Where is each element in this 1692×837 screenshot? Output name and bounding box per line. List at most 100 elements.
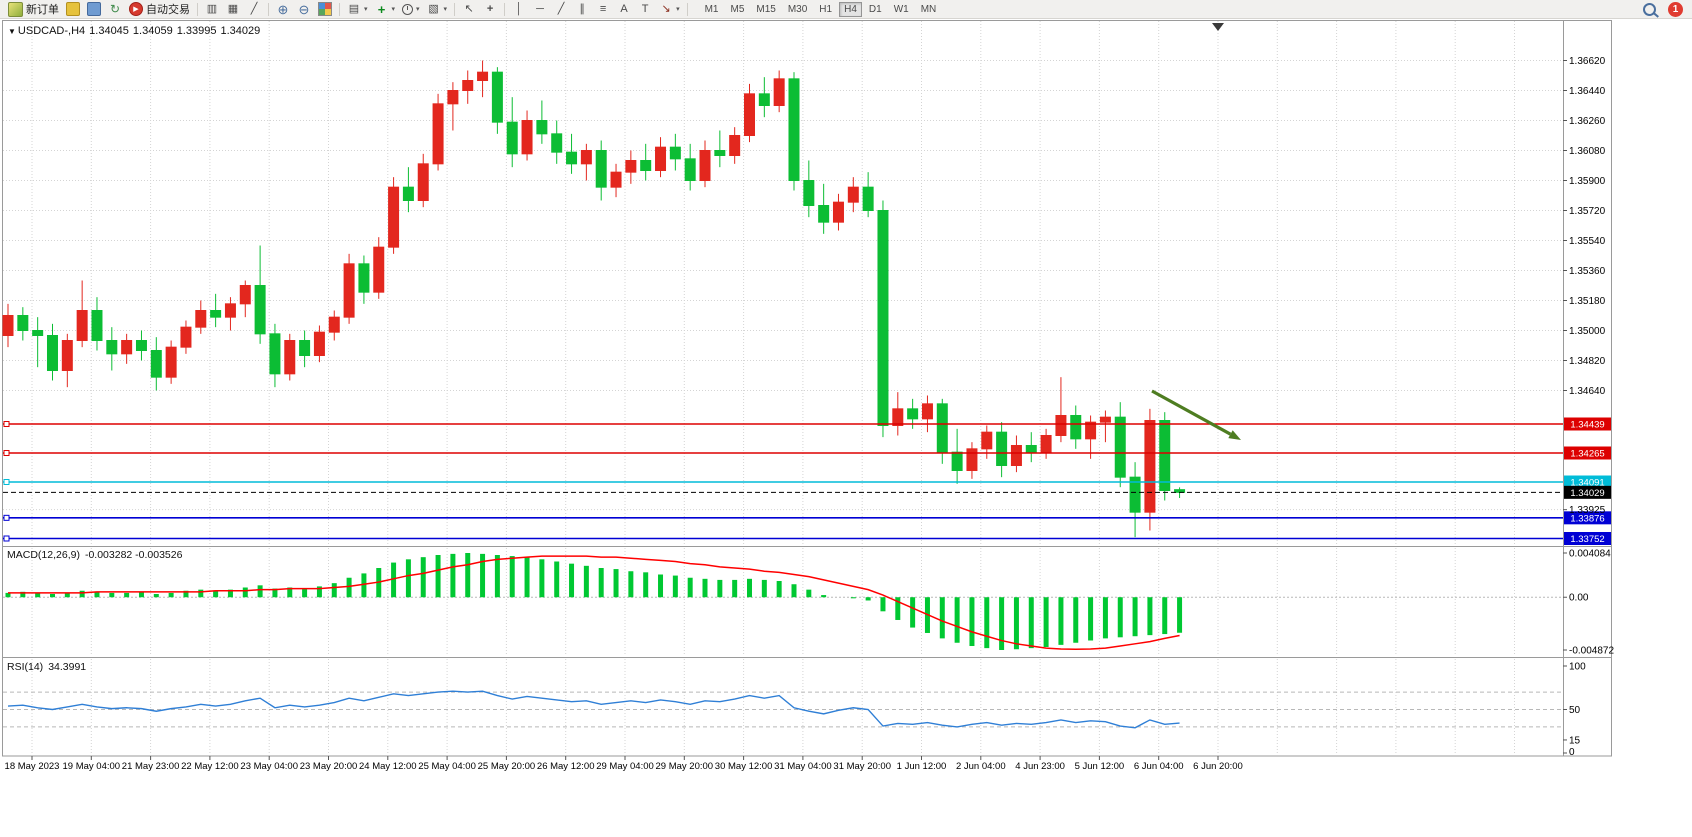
candle (61, 340, 73, 371)
macd-panel: 0.004084 0.00 -0.004872 (3, 549, 1614, 657)
label-tool-button[interactable]: T (635, 1, 655, 18)
search-icon[interactable] (1643, 2, 1656, 16)
svg-text:1.34265: 1.34265 (1570, 449, 1604, 460)
notification-badge[interactable]: 1 (1668, 1, 1683, 17)
trend-arrow-annotation[interactable] (1151, 389, 1241, 440)
candle (1070, 415, 1082, 440)
candle (284, 340, 296, 375)
candle (269, 333, 281, 375)
svg-text:1.36260: 1.36260 (1569, 116, 1606, 127)
hline-handle[interactable] (3, 421, 10, 427)
label-tool-icon: T (641, 2, 649, 15)
chart-profiles-button[interactable] (63, 1, 83, 18)
cursor-icon: ↖ (464, 2, 474, 15)
timeframe-w1-button[interactable]: W1 (889, 2, 914, 17)
vertical-line-button[interactable]: │ (509, 1, 529, 18)
candle (1040, 435, 1052, 453)
hline-handle[interactable] (3, 479, 10, 485)
new-order-button[interactable]: 新订单 (5, 1, 62, 18)
timeframe-m1-button[interactable]: M1 (700, 2, 724, 17)
svg-text:50: 50 (1569, 705, 1581, 716)
timeframe-m15-button[interactable]: M15 (751, 2, 780, 17)
fibonacci-icon: ≡ (599, 2, 607, 15)
timeframe-h1-button[interactable]: H1 (814, 2, 837, 17)
hline-handle[interactable] (3, 535, 10, 542)
svg-text:100: 100 (1569, 662, 1586, 673)
candle (669, 146, 681, 160)
horizontal-line-button[interactable]: ─ (530, 1, 550, 18)
candle (447, 90, 459, 105)
svg-text:1.34640: 1.34640 (1569, 386, 1606, 397)
candle (343, 263, 355, 318)
svg-text:0: 0 (1569, 747, 1575, 758)
tile-windows-button[interactable] (315, 1, 335, 18)
zoom-in-button[interactable]: ⊕ (273, 1, 293, 18)
arrows-tool-icon: ↘ (661, 2, 671, 15)
horizontal-line-icon: ─ (536, 2, 544, 15)
refresh-button[interactable]: ↻ (105, 1, 125, 18)
candle (254, 285, 266, 335)
chart-shift-marker[interactable] (1212, 23, 1224, 31)
macd-signal-line (8, 555, 1180, 650)
clock-icon (402, 3, 414, 15)
toolbar-separator (197, 2, 198, 16)
new-order-label: 新订单 (26, 4, 59, 16)
timeframe-h4-button[interactable]: H4 (839, 1, 862, 17)
candle (521, 120, 533, 155)
arrows-tool-button[interactable]: ↘ ▾ (656, 1, 683, 18)
new-chart-button[interactable]: ▤ ▾ (344, 1, 371, 18)
svg-text:18 May 2023: 18 May 2023 (5, 761, 60, 772)
timeframe-d1-button[interactable]: D1 (864, 2, 887, 17)
channel-button[interactable]: ∥ (572, 1, 592, 18)
cursor-button[interactable]: ↖ (459, 1, 479, 18)
svg-text:1.34439: 1.34439 (1570, 420, 1604, 431)
svg-text:1.35900: 1.35900 (1569, 176, 1606, 187)
timeframe-mn-button[interactable]: MN (916, 2, 942, 17)
svg-text:24 May 12:00: 24 May 12:00 (359, 761, 417, 772)
candle (224, 303, 236, 318)
new-chart-icon: ▤ (348, 2, 360, 15)
timeframe-m5-button[interactable]: M5 (725, 2, 749, 17)
chevron-down-icon: ▾ (416, 6, 420, 13)
autotrading-button[interactable]: ▶ 自动交易 (126, 1, 193, 18)
candle (832, 201, 844, 223)
trendline-button[interactable]: ╱ (551, 1, 571, 18)
svg-text:0.004084: 0.004084 (1569, 549, 1611, 560)
chart-frame (2, 20, 1612, 757)
line-chart-button[interactable]: ╱ (244, 1, 264, 18)
candle (818, 205, 830, 223)
time-axis: 18 May 2023 19 May 04:00 21 May 23:00 22 Ma… (5, 756, 1243, 772)
bar-chart-button[interactable]: ▥ (202, 1, 222, 18)
indicators-button[interactable]: + ▾ (372, 1, 399, 18)
price-axis: 1.36620 1.36440 1.36260 1.36080 1.35900 1.357… (1563, 56, 1606, 516)
market-watch-button[interactable] (84, 1, 104, 18)
candle (1055, 415, 1067, 436)
svg-text:29 May 20:00: 29 May 20:00 (656, 761, 714, 772)
crosshair-button[interactable]: + (480, 1, 500, 18)
templates-button[interactable]: ▧ ▾ (424, 1, 451, 18)
candle (46, 335, 58, 371)
zoom-in-icon: ⊕ (277, 1, 289, 17)
hline-handle[interactable] (3, 450, 10, 456)
autotrading-icon: ▶ (129, 2, 143, 16)
zoom-out-button[interactable]: ⊖ (294, 1, 314, 18)
svg-text:1 Jun 12:00: 1 Jun 12:00 (897, 761, 947, 772)
trend-arrow-shaft (1151, 389, 1232, 436)
text-tool-button[interactable]: A (614, 1, 634, 18)
candlestick-button[interactable]: ▦ (223, 1, 243, 18)
periods-button[interactable]: ▾ (399, 1, 423, 18)
svg-text:1.36080: 1.36080 (1569, 146, 1606, 157)
toolbar-separator (454, 2, 456, 16)
fibonacci-button[interactable]: ≡ (593, 1, 613, 18)
chevron-down-icon: ▾ (391, 6, 396, 13)
toolbar-separator (504, 2, 506, 16)
hline-handle[interactable] (3, 514, 10, 521)
candle (892, 408, 904, 427)
candle (135, 340, 147, 351)
chevron-down-icon: ▾ (364, 6, 368, 13)
zoom-out-icon: ⊖ (298, 1, 310, 17)
candlestick-series (2, 60, 1186, 538)
timeframe-m30-button[interactable]: M30 (783, 2, 812, 17)
